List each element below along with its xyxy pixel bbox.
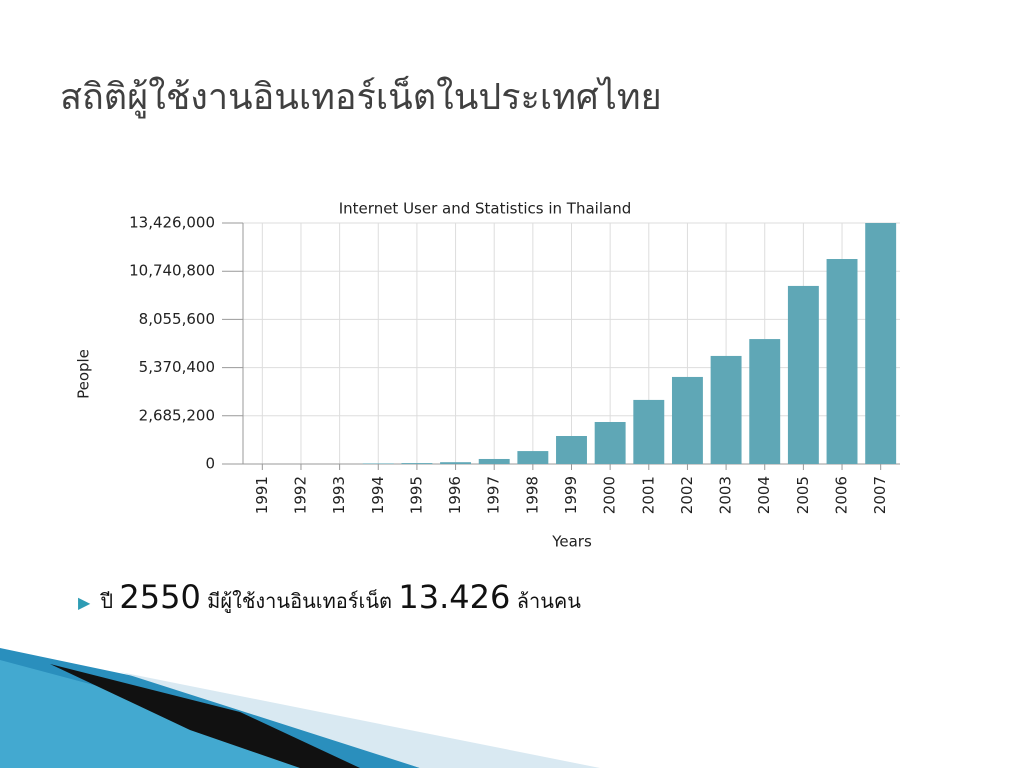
bar	[633, 399, 665, 464]
x-tick-label: 2000	[601, 476, 619, 514]
bar	[749, 339, 781, 464]
bar	[478, 458, 510, 464]
bullet-number: 2550	[119, 578, 201, 616]
bullet: ▶ ปี 2550 มีผู้ใช้งานอินเทอร์เน็ต 13.426 …	[78, 578, 581, 617]
y-tick-label: 10,740,800	[129, 262, 215, 280]
deco-pale	[120, 672, 600, 768]
bar	[517, 451, 549, 464]
bar	[594, 421, 626, 464]
x-tick-label: 1999	[562, 476, 580, 514]
x-tick-label: 1996	[446, 476, 464, 514]
y-tick-label: 13,426,000	[129, 214, 215, 232]
bar	[401, 463, 433, 464]
bar	[865, 223, 897, 464]
x-axis-label: Years	[551, 533, 592, 551]
bar	[826, 259, 858, 464]
slide-title: สถิติผู้ใช้งานอินเทอร์เน็ตในประเทศไทย	[60, 77, 662, 118]
bullet-number: 13.426	[398, 578, 511, 616]
x-tick-label: 1992	[291, 476, 309, 514]
y-tick-label: 8,055,600	[139, 310, 215, 328]
bullet-text: ปี	[100, 589, 114, 613]
x-tick-label: 1997	[485, 476, 503, 514]
y-tick-label: 5,370,400	[139, 358, 215, 376]
x-tick-label: 2006	[833, 476, 851, 514]
x-tick-label: 1991	[253, 476, 271, 514]
x-tick-label: 2005	[794, 476, 812, 514]
y-tick-label: 0	[205, 455, 215, 473]
x-tick-label: 1995	[407, 476, 425, 514]
x-tick-label: 1994	[369, 476, 387, 514]
y-axis-label: People	[75, 349, 93, 399]
bar	[787, 285, 819, 464]
bar	[556, 435, 587, 464]
x-tick-label: 2003	[717, 476, 735, 514]
x-tick-label: 1993	[330, 476, 348, 514]
bar	[362, 463, 394, 464]
chart-title: Internet User and Statistics in Thailand	[339, 200, 631, 218]
y-tick-label: 2,685,200	[139, 406, 215, 424]
x-tick-label: 2007	[871, 476, 889, 514]
bar	[671, 376, 703, 464]
bullet-text: ล้านคน	[516, 589, 581, 613]
bar	[710, 355, 742, 464]
x-tick-label: 1998	[523, 476, 541, 514]
bar	[440, 462, 472, 464]
deco-black	[50, 664, 360, 768]
x-tick-label: 2001	[639, 476, 657, 514]
bullet-text: มีผู้ใช้งานอินเทอร์เน็ต	[207, 589, 393, 613]
x-tick-label: 2002	[678, 476, 696, 514]
x-tick-label: 2004	[755, 476, 773, 514]
bullet-marker: ▶	[78, 593, 91, 612]
